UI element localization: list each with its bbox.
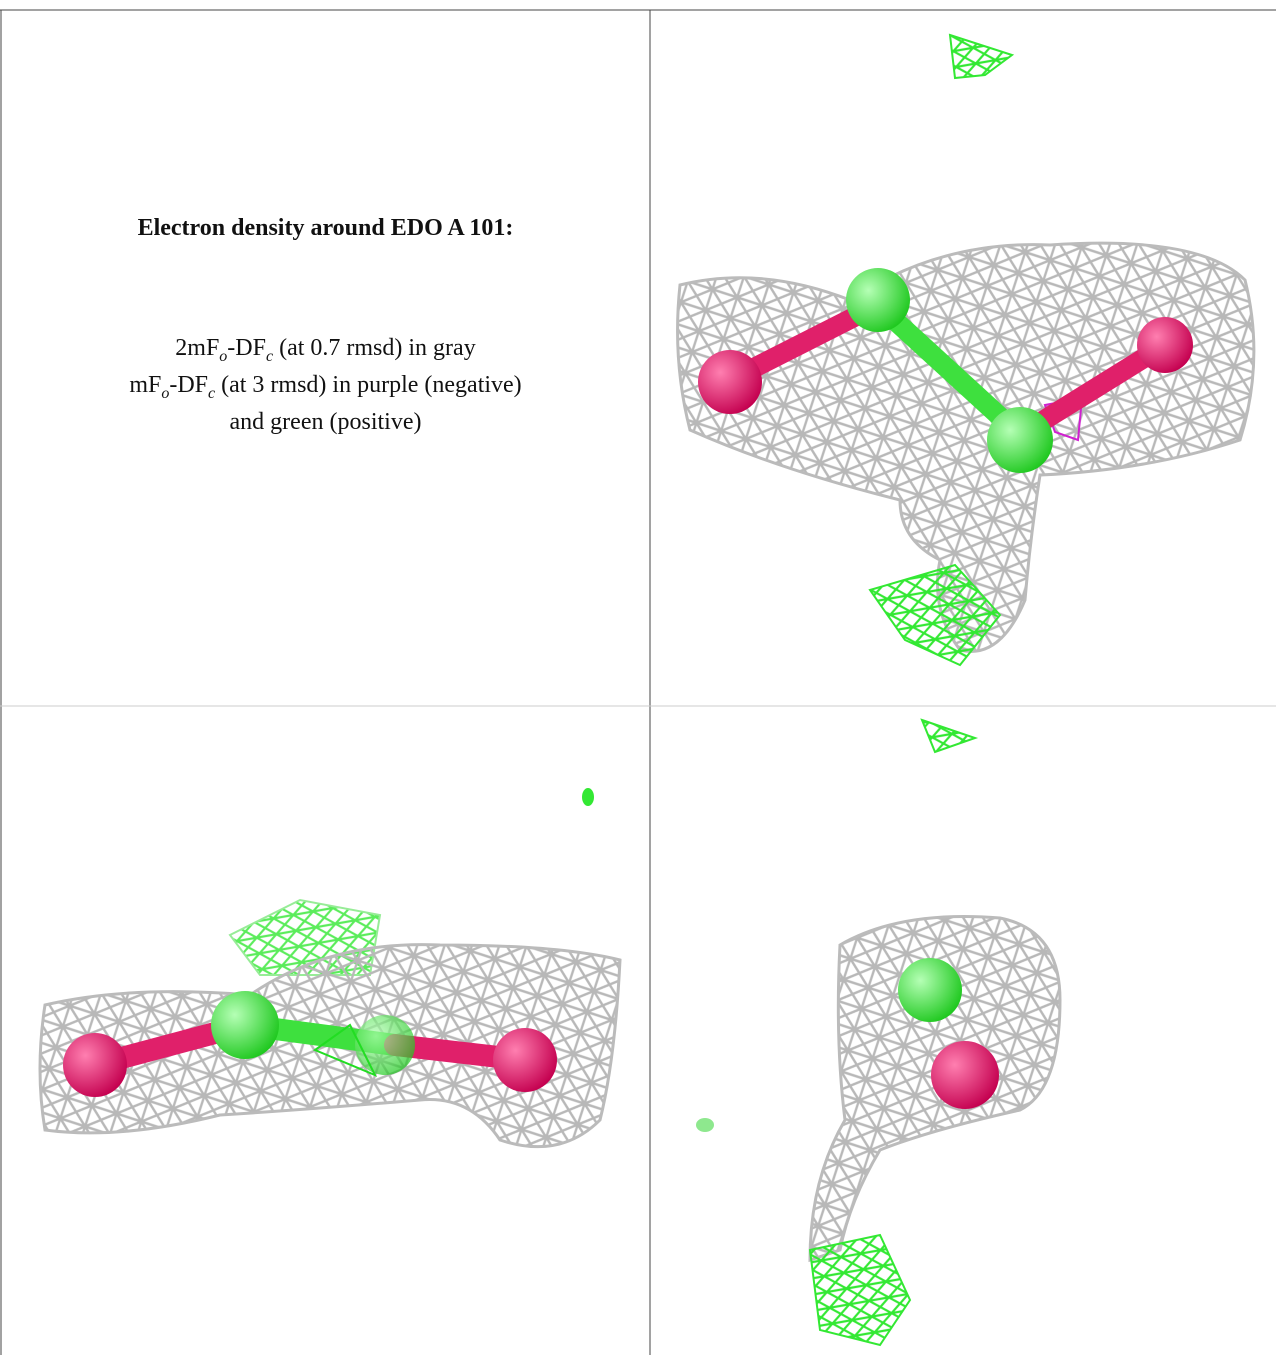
density-view [696, 718, 1062, 1347]
subscript: c [265, 347, 274, 365]
subscript: o [161, 384, 170, 402]
density-view [38, 788, 622, 1149]
text: and green (positive) [229, 409, 422, 435]
caption-line: and green (positive) [1, 409, 650, 436]
caption: Electron density around EDO A 101: 2mFo-… [1, 10, 650, 706]
caption-title: Electron density around EDO A 101: [137, 215, 514, 241]
text: 2mF [175, 335, 220, 361]
subscript: o [219, 347, 228, 365]
subscript: c [208, 384, 216, 402]
text: (at 3 rmsd) in purple (negative) [215, 372, 522, 398]
caption-line: mFo-DFc (at 3 rmsd) in purple (negative) [1, 372, 650, 403]
text: mF [129, 372, 162, 398]
text: -DF [169, 372, 208, 398]
text: (at 0.7 rmsd) in gray [273, 335, 476, 361]
caption-line: 2mFo-DFc (at 0.7 rmsd) in gray [1, 335, 650, 366]
text: -DF [227, 335, 266, 361]
density-view [676, 33, 1256, 667]
